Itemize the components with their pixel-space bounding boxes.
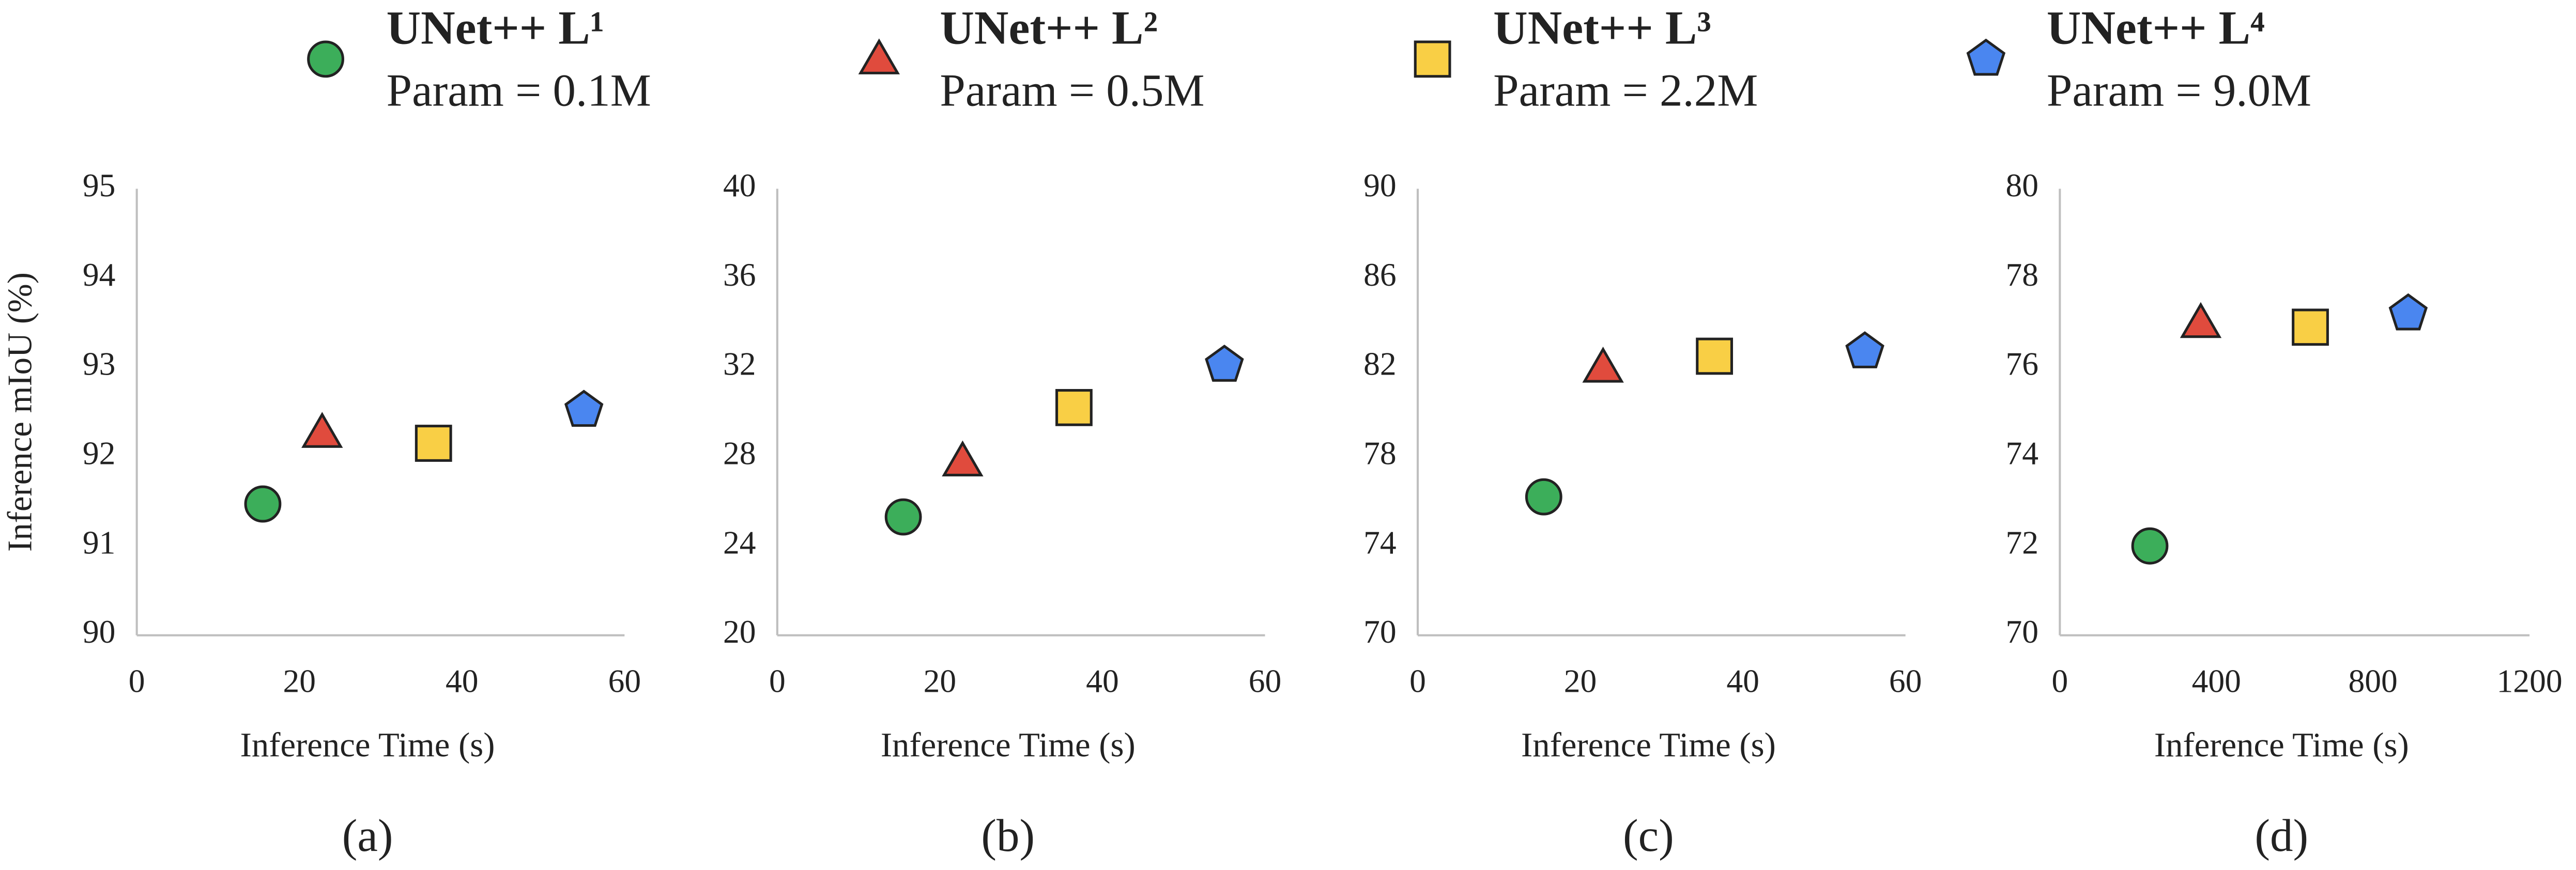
y-tick-label: 92 xyxy=(83,435,116,472)
marker-pentagon xyxy=(1845,331,1884,368)
y-tick-label: 90 xyxy=(83,613,116,650)
marker-circle xyxy=(884,498,922,536)
x-tick-label: 20 xyxy=(283,663,316,700)
legend-note: Param = 9.0M xyxy=(2047,66,2311,116)
x-tick-label: 40 xyxy=(1726,663,1759,700)
x-tick-label: 40 xyxy=(1086,663,1119,700)
legend-note: Param = 0.1M xyxy=(387,66,651,116)
y-tick-label: 80 xyxy=(2006,167,2039,204)
caption: (a) xyxy=(342,811,393,861)
y-tick-label: 91 xyxy=(83,524,116,561)
y-tick-label: 72 xyxy=(2006,524,2039,561)
y-tick-label: 90 xyxy=(1363,167,1397,204)
x-tick-label: 0 xyxy=(129,663,145,700)
x-tick-label: 400 xyxy=(2192,663,2241,700)
legend-name: UNet++ L² xyxy=(940,2,1158,54)
x-tick-label: 0 xyxy=(2051,663,2068,700)
marker-pentagon xyxy=(1966,38,2006,76)
x-tick-label: 800 xyxy=(2349,663,2398,700)
marker-square xyxy=(1696,337,1733,375)
x-tick-label: 1200 xyxy=(2497,663,2563,700)
y-tick-label: 78 xyxy=(1363,435,1397,472)
legend-note: Param = 0.5M xyxy=(940,66,1204,116)
y-tick-label: 74 xyxy=(2006,435,2039,472)
x-axis-label: Inference Time (s) xyxy=(881,726,1136,764)
y-tick-label: 95 xyxy=(83,167,116,204)
y-tick-label: 93 xyxy=(83,346,116,382)
marker-square xyxy=(415,425,452,462)
marker-pentagon xyxy=(564,390,604,427)
x-axis-label: Inference Time (s) xyxy=(2154,726,2409,764)
y-tick-label: 40 xyxy=(723,167,756,204)
x-tick-label: 60 xyxy=(1889,663,1922,700)
x-tick-label: 40 xyxy=(446,663,479,700)
y-tick-label: 20 xyxy=(723,613,756,650)
x-tick-label: 0 xyxy=(1409,663,1426,700)
x-tick-label: 0 xyxy=(769,663,786,700)
x-tick-label: 20 xyxy=(924,663,957,700)
y-tick-label: 76 xyxy=(2006,346,2039,382)
marker-triangle xyxy=(301,412,343,448)
marker-circle xyxy=(244,485,282,523)
legend-name: UNet++ L¹ xyxy=(387,2,605,54)
marker-square xyxy=(2292,308,2329,346)
y-tick-label: 32 xyxy=(723,346,756,382)
caption: (d) xyxy=(2255,811,2308,861)
y-tick-label: 28 xyxy=(723,435,756,472)
legend-note: Param = 2.2M xyxy=(1493,66,1758,116)
marker-triangle xyxy=(2180,302,2222,338)
x-tick-label: 20 xyxy=(1564,663,1597,700)
marker-triangle xyxy=(858,38,900,74)
y-tick-label: 24 xyxy=(723,524,756,561)
marker-pentagon xyxy=(1205,345,1244,382)
x-axis-label: Inference Time (s) xyxy=(240,726,495,764)
y-axis-label: Inference mIoU (%) xyxy=(2,272,39,552)
caption: (c) xyxy=(1623,811,1674,861)
marker-square xyxy=(1414,40,1451,78)
marker-circle xyxy=(1525,478,1562,516)
marker-triangle xyxy=(942,440,984,477)
legend-name: UNet++ L³ xyxy=(1493,2,1711,54)
marker-circle xyxy=(307,40,344,78)
y-tick-label: 78 xyxy=(2006,256,2039,293)
y-tick-label: 70 xyxy=(2006,613,2039,650)
marker-pentagon xyxy=(2388,293,2428,331)
y-tick-label: 86 xyxy=(1363,256,1397,293)
caption: (b) xyxy=(981,811,1035,861)
x-axis-label: Inference Time (s) xyxy=(1521,726,1776,764)
legend-name: UNet++ L⁴ xyxy=(2047,2,2265,54)
x-tick-label: 60 xyxy=(608,663,641,700)
y-tick-label: 70 xyxy=(1363,613,1397,650)
y-tick-label: 94 xyxy=(83,256,116,293)
marker-square xyxy=(1055,389,1093,426)
y-tick-label: 36 xyxy=(723,256,756,293)
marker-triangle xyxy=(1582,347,1624,383)
y-tick-label: 82 xyxy=(1363,346,1397,382)
y-tick-label: 74 xyxy=(1363,524,1397,561)
x-tick-label: 60 xyxy=(1249,663,1282,700)
marker-circle xyxy=(2131,527,2169,565)
